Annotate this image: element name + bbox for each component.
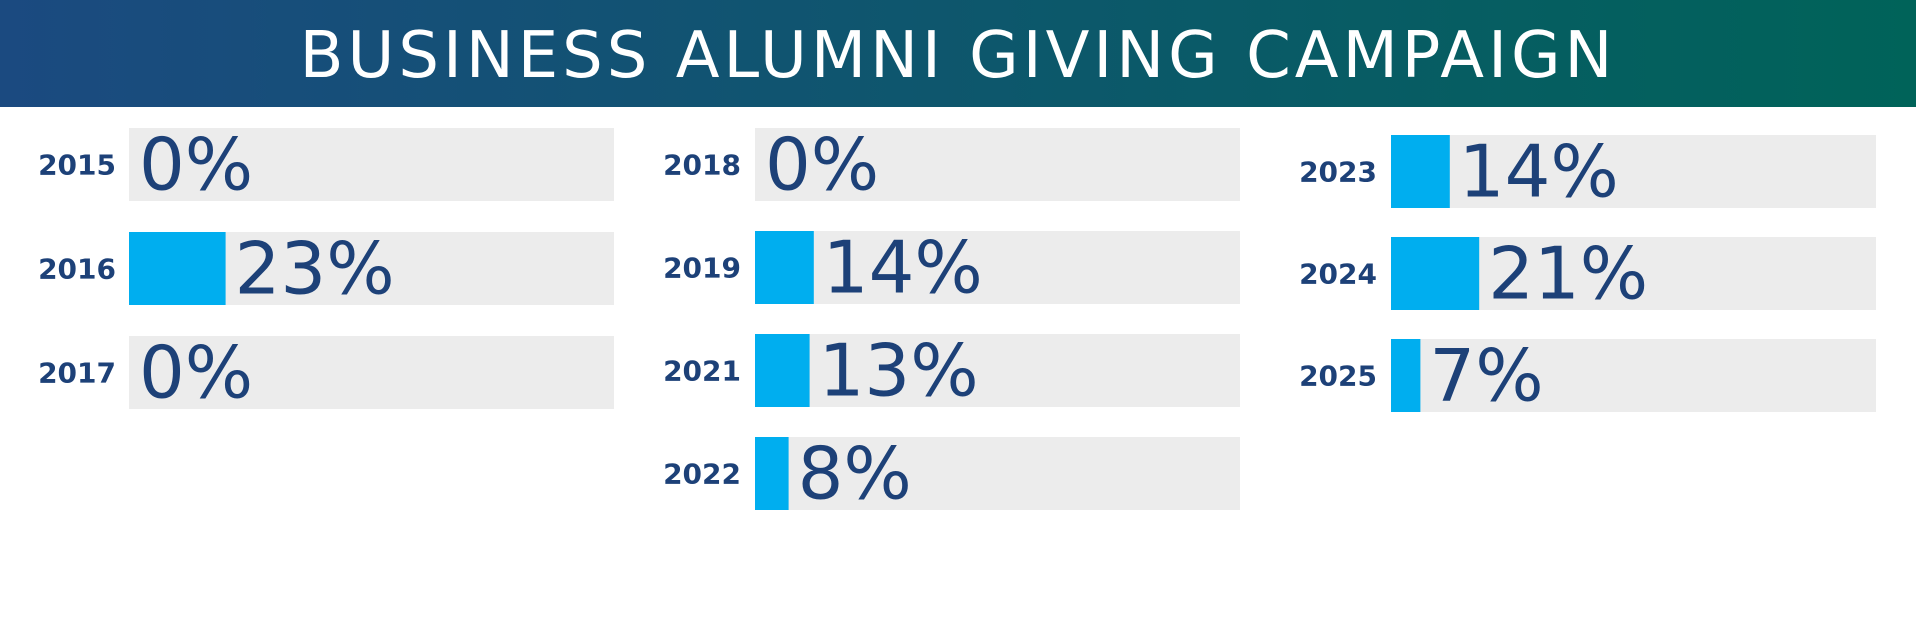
bar-2025 <box>1391 339 1421 412</box>
bar-2024 <box>1391 237 1480 310</box>
year-label: 2024 <box>1299 258 1377 291</box>
value-label: 8% <box>798 432 912 516</box>
value-label: 21% <box>1488 232 1648 316</box>
bar-track <box>755 437 1240 510</box>
bar-track <box>129 128 614 201</box>
year-label: 2019 <box>663 252 741 285</box>
year-label: 2017 <box>38 357 116 390</box>
year-label: 2023 <box>1299 156 1377 189</box>
year-label: 2015 <box>38 149 116 182</box>
bar-row-2024: 2024 21% <box>1299 232 1876 316</box>
bar-row-2025: 2025 7% <box>1299 334 1876 418</box>
year-label: 2025 <box>1299 360 1377 393</box>
bar-row-2022: 2022 8% <box>663 432 1240 516</box>
bar-track <box>755 334 1240 407</box>
bar-row-2018: 2018 0% <box>663 123 1240 207</box>
bar-2023 <box>1391 135 1450 208</box>
bar-2016 <box>129 232 226 305</box>
bar-row-2017: 2017 0% <box>38 331 614 415</box>
value-label: 0% <box>139 331 253 415</box>
bar-2019 <box>755 231 814 304</box>
year-label: 2022 <box>663 458 741 491</box>
page-title: BUSINESS ALUMNI GIVING CAMPAIGN <box>299 18 1617 93</box>
bar-row-2015: 2015 0% <box>38 123 614 207</box>
header-banner <box>0 0 1916 107</box>
bar-row-2019: 2019 14% <box>663 226 1240 310</box>
year-label: 2018 <box>663 149 741 182</box>
value-label: 13% <box>819 329 979 413</box>
year-label: 2016 <box>38 253 116 286</box>
value-label: 14% <box>823 226 983 310</box>
value-label: 0% <box>765 123 879 207</box>
value-label: 14% <box>1459 130 1619 214</box>
bar-row-2016: 2016 23% <box>38 227 614 311</box>
bar-track <box>129 336 614 409</box>
bars-layer: 2015 0%2016 23%2017 0%2018 0%2019 14%2021 13%2… <box>38 123 1876 516</box>
value-label: 23% <box>235 227 395 311</box>
bar-track <box>755 231 1240 304</box>
bar-track <box>1391 135 1876 208</box>
bar-row-2023: 2023 14% <box>1299 130 1876 214</box>
bar-track <box>755 128 1240 201</box>
bar-row-2021: 2021 13% <box>663 329 1240 413</box>
value-label: 7% <box>1429 334 1543 418</box>
value-label: 0% <box>139 123 253 207</box>
bar-2022 <box>755 437 789 510</box>
year-label: 2021 <box>663 355 741 388</box>
bar-2021 <box>755 334 810 407</box>
bar-track <box>1391 339 1876 412</box>
header: BUSINESS ALUMNI GIVING CAMPAIGN <box>0 0 1916 107</box>
